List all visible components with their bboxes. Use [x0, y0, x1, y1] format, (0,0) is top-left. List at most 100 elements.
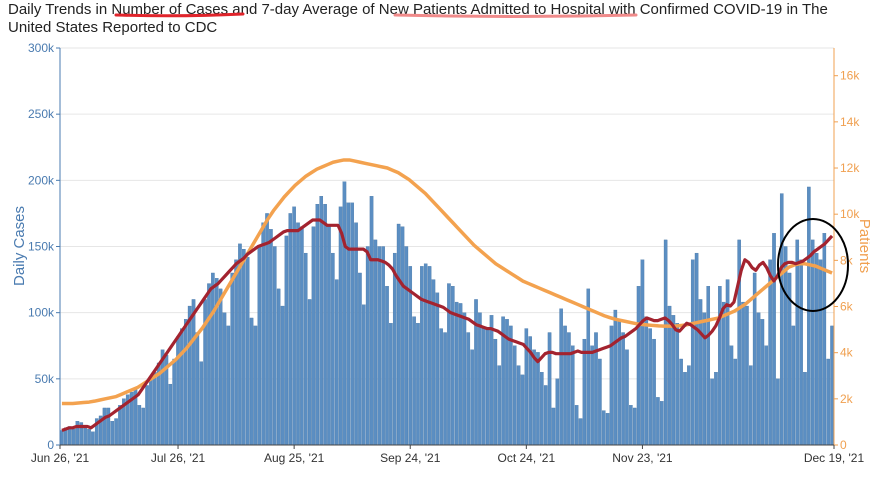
cases-bar: [354, 222, 358, 446]
cases-bar: [741, 301, 745, 446]
cases-bar: [625, 349, 629, 446]
cases-bar: [149, 376, 153, 446]
cases-bar: [536, 352, 540, 446]
cases-bar: [520, 374, 525, 446]
cases-bar: [799, 259, 803, 446]
cases-bar: [590, 345, 594, 446]
cases-bar: [656, 397, 660, 446]
cases-bar: [137, 405, 142, 446]
cases-bar: [663, 239, 668, 446]
cases-bar: [679, 358, 683, 446]
cases-bar: [760, 319, 765, 446]
cases-bar: [547, 332, 552, 446]
cases-bar: [91, 431, 95, 446]
cases-bar: [772, 233, 776, 446]
cases-bar: [276, 288, 281, 446]
y2-tick-label: 12k: [840, 161, 860, 175]
cases-bar: [296, 222, 300, 446]
cases-bar: [683, 372, 687, 446]
cases-bar: [644, 316, 649, 446]
cases-bar: [601, 410, 606, 446]
cases-bar: [454, 301, 459, 446]
cases-bar: [362, 304, 366, 446]
y-tick-label: 250k: [28, 107, 55, 121]
cases-bar: [102, 407, 107, 446]
cases-bar: [478, 312, 482, 446]
cases-bar: [118, 405, 122, 446]
y2-tick-label: 10k: [840, 207, 860, 221]
cases-bar: [218, 288, 223, 446]
cases-bar: [342, 181, 347, 446]
cases-bar: [582, 338, 587, 446]
cases-bar: [629, 405, 633, 446]
cases-bar: [60, 430, 64, 446]
cases-bar: [598, 358, 602, 446]
annotation-circle: [777, 218, 849, 312]
cases-bar: [75, 421, 80, 446]
title-highlight-hospital: New Patients Admitted to Hospital: [378, 1, 605, 18]
cases-bar: [369, 196, 374, 446]
cases-bar: [265, 213, 269, 446]
cases-bar: [826, 358, 830, 446]
y-tick-label: 50k: [35, 372, 55, 386]
cases-bar: [280, 305, 285, 446]
cases-bar: [230, 272, 235, 446]
cases-bar: [822, 233, 827, 446]
cases-bar: [512, 345, 517, 446]
cases-bar: [180, 328, 184, 446]
cases-bar: [814, 252, 819, 446]
cases-bar: [83, 424, 87, 446]
cases-average-line: [61, 218, 834, 432]
cases-bar: [323, 203, 327, 446]
y2-tick-label: 6k: [840, 300, 854, 314]
cases-bar: [396, 223, 401, 446]
y2-axis-title: Patients: [856, 219, 870, 273]
cases-bar: [567, 332, 571, 446]
cases-bar: [300, 226, 304, 446]
cases-bar: [257, 246, 262, 446]
cases-bar: [365, 246, 370, 446]
cases-bar: [145, 385, 149, 446]
cases-bar: [315, 203, 320, 446]
x-tick-label: Nov 23, '21: [612, 451, 673, 465]
title-underlines: [114, 12, 638, 18]
cases-bar: [509, 325, 513, 446]
cases-bar: [71, 428, 76, 446]
cases-bar: [830, 325, 834, 446]
cases-bar: [153, 372, 157, 446]
title-underline-cases: [114, 12, 245, 18]
x-tick-label: Oct 24, '21: [498, 451, 556, 465]
cases-bar: [358, 272, 362, 446]
y-tick-label: 200k: [28, 173, 55, 187]
x-tick-label: Dec 19, '21: [804, 451, 865, 465]
cases-bar: [331, 252, 335, 446]
cases-bar: [389, 323, 393, 446]
cases-bar: [470, 349, 474, 446]
cases-bar: [234, 259, 238, 446]
cases-bar: [176, 336, 180, 446]
cases-bar: [768, 259, 772, 446]
cases-bar: [621, 332, 625, 446]
cases-bar: [303, 252, 308, 446]
cases-bar: [613, 309, 618, 446]
cases-bar: [690, 259, 695, 446]
cases-bar: [710, 378, 714, 446]
trend-lines: [61, 158, 834, 432]
cases-bar: [284, 235, 289, 446]
cases-bar: [783, 246, 788, 446]
x-tick-label: Sep 24, '21: [380, 451, 441, 465]
cases-bar: [416, 323, 420, 446]
cases-bar: [187, 305, 192, 446]
cases-bar: [810, 239, 815, 446]
cases-bar: [485, 329, 490, 446]
cases-bar: [803, 372, 807, 446]
cases-bar: [211, 272, 215, 446]
cases-bar: [555, 378, 560, 446]
cases-bar: [327, 226, 331, 446]
cases-bar: [222, 312, 227, 446]
cases-bar: [632, 407, 637, 446]
cases-bar: [141, 407, 145, 446]
y-tick-label: 100k: [28, 306, 55, 320]
cases-bar: [392, 252, 397, 446]
cases-bar: [423, 263, 428, 446]
